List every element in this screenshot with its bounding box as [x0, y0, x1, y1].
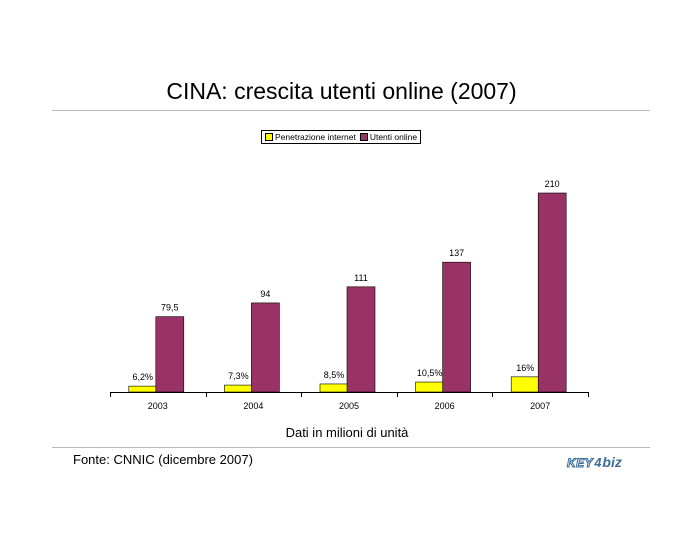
- bar-users: [537, 192, 567, 393]
- bar-penetration: [319, 383, 349, 393]
- legend-swatch-penetration: [265, 133, 273, 141]
- data-label-users: 137: [449, 248, 464, 258]
- logo-biz-text: biz: [602, 454, 622, 470]
- bar-penetration: [510, 376, 540, 393]
- legend-item-penetration: Penetrazione internet: [265, 132, 356, 142]
- bar-penetration: [224, 384, 253, 393]
- data-label-users: 94: [260, 289, 270, 299]
- data-label-penetration: 10,5%: [417, 368, 443, 378]
- x-tick-label: 2004: [243, 401, 263, 411]
- bar-users: [155, 316, 185, 393]
- data-label-penetration: 7,3%: [228, 371, 249, 381]
- source-note: Fonte: CNNIC (dicembre 2007): [73, 452, 253, 467]
- x-tick-label: 2006: [435, 401, 455, 411]
- key4biz-logo: KEY 4 biz: [566, 454, 622, 471]
- x-tick-label: 2005: [339, 401, 359, 411]
- bar-penetration: [415, 381, 444, 393]
- bar-penetration: [128, 385, 158, 393]
- title-divider: [52, 110, 650, 111]
- bar-users: [442, 261, 471, 393]
- x-tick-label: 2007: [530, 401, 550, 411]
- logo-four-text: 4: [594, 455, 602, 470]
- chart-legend: Penetrazione internet Utenti online: [261, 130, 422, 144]
- legend-item-users: Utenti online: [359, 132, 418, 142]
- legend-swatch-users: [359, 133, 368, 141]
- page-title: CINA: crescita utenti online (2007): [166, 78, 517, 104]
- data-label-penetration: 8,5%: [324, 370, 345, 380]
- x-tick-label: 2003: [148, 401, 168, 411]
- data-label-users: 111: [354, 273, 368, 283]
- footer-divider: [52, 447, 650, 448]
- data-label-penetration: 16%: [516, 363, 534, 373]
- data-label-users: 79,5: [161, 303, 179, 313]
- legend-label-users: Utenti online: [369, 132, 418, 142]
- bar-users: [251, 302, 280, 393]
- legend-label-penetration: Penetrazione internet: [275, 132, 356, 142]
- data-label-users: 210: [545, 179, 560, 189]
- chart-subtitle: Dati in milioni di unità: [285, 425, 409, 440]
- logo-key-text: KEY: [566, 456, 594, 471]
- data-label-penetration: 6,2%: [133, 372, 154, 382]
- bar-users: [346, 286, 376, 393]
